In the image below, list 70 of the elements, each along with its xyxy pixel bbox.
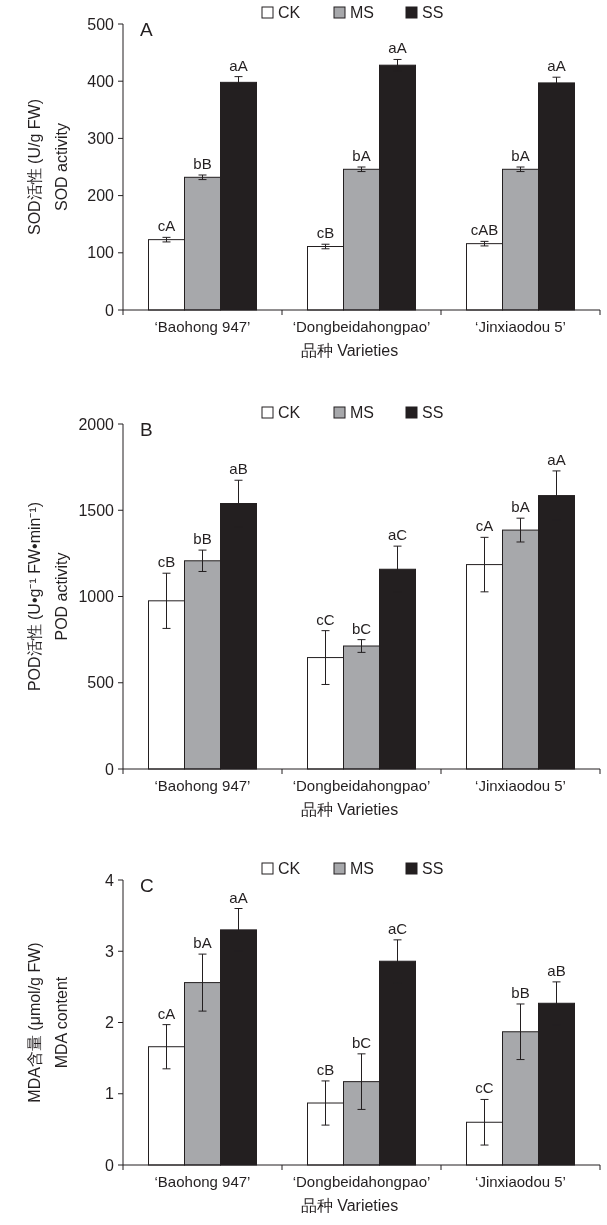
data-label: aB bbox=[229, 460, 248, 478]
legend-label: CK bbox=[278, 3, 301, 21]
y-tick-label: 3 bbox=[105, 942, 115, 960]
x-tick-label: ‘Dongbeidahongpao’ bbox=[292, 318, 431, 335]
y-tick-label: 1 bbox=[105, 1085, 115, 1103]
legend-label: MS bbox=[350, 403, 374, 421]
legend-label: CK bbox=[278, 403, 301, 421]
x-axis-title: 品种 Varieties bbox=[300, 342, 399, 359]
data-label: bA bbox=[511, 147, 530, 164]
y-tick-label: 0 bbox=[105, 301, 115, 319]
y-tick-label: 0 bbox=[105, 760, 115, 778]
data-label: cC bbox=[475, 1079, 494, 1097]
data-label: bA bbox=[193, 934, 212, 952]
data-label: bA bbox=[352, 147, 371, 164]
data-label: cA bbox=[157, 217, 176, 235]
data-label: aB bbox=[547, 961, 566, 979]
chart-title: A bbox=[140, 19, 153, 40]
legend-label: SS bbox=[422, 3, 444, 21]
x-axis-title: 品种 Varieties bbox=[300, 801, 399, 818]
y-tick-label: 300 bbox=[87, 130, 115, 147]
data-label: aC bbox=[387, 919, 408, 937]
legend-label: SS bbox=[422, 859, 444, 877]
x-tick-label: ‘Baohong 947’ bbox=[154, 1173, 251, 1190]
data-label: cC bbox=[316, 610, 335, 628]
data-label: aA bbox=[547, 450, 566, 468]
data-label: aA bbox=[229, 888, 248, 906]
y-axis-title: POD活性 (U•g⁻¹ FW•min⁻¹) POD activity bbox=[26, 501, 70, 692]
y-tick-label: 4 bbox=[105, 871, 115, 889]
legend-label: SS bbox=[422, 403, 444, 421]
legend-label: MS bbox=[350, 3, 374, 21]
y-tick-label: 2000 bbox=[78, 415, 115, 433]
data-label: bB bbox=[193, 155, 212, 173]
y-tick-label: 500 bbox=[87, 674, 115, 692]
legend-label: MS bbox=[350, 859, 374, 877]
y-tick-label: 100 bbox=[87, 244, 115, 262]
x-axis-title: 品种 Varieties bbox=[300, 1197, 399, 1214]
legend-label: CK bbox=[278, 859, 301, 877]
y-tick-label: 400 bbox=[87, 72, 115, 90]
data-label: bC bbox=[351, 1033, 372, 1051]
data-label: cB bbox=[316, 224, 335, 242]
x-tick-label: ‘Dongbeidahongpao’ bbox=[292, 1173, 431, 1190]
data-label: cAB bbox=[470, 221, 499, 239]
data-label: bB bbox=[511, 983, 530, 1001]
y-tick-label: 500 bbox=[87, 15, 115, 33]
y-axis-title: SOD活性 (U/g FW) SOD activity bbox=[26, 99, 70, 235]
x-tick-label: ‘Baohong 947’ bbox=[154, 318, 251, 335]
data-label: cA bbox=[475, 517, 494, 535]
y-tick-label: 1500 bbox=[78, 501, 115, 519]
data-label: aC bbox=[387, 526, 408, 544]
data-label: bA bbox=[511, 498, 530, 516]
y-tick-label: 1000 bbox=[78, 588, 115, 606]
data-label: cB bbox=[316, 1060, 335, 1078]
data-label: cB bbox=[157, 553, 176, 571]
data-label: aA bbox=[388, 39, 407, 57]
x-tick-label: ‘Jinxiaodou 5’ bbox=[475, 1173, 566, 1190]
y-tick-label: 2 bbox=[105, 1014, 115, 1032]
y-tick-label: 200 bbox=[87, 187, 115, 205]
data-label: bB bbox=[193, 530, 212, 548]
y-tick-label: 0 bbox=[105, 1156, 115, 1174]
data-label: bC bbox=[351, 619, 372, 637]
data-label: aA bbox=[547, 57, 566, 75]
x-tick-label: ‘Jinxiaodou 5’ bbox=[475, 318, 566, 335]
x-tick-label: ‘Baohong 947’ bbox=[154, 777, 251, 794]
x-tick-label: ‘Dongbeidahongpao’ bbox=[292, 777, 431, 794]
y-axis-title: MDA含量 (μmol/g FW) MDA content bbox=[26, 942, 70, 1103]
x-tick-label: ‘Jinxiaodou 5’ bbox=[475, 777, 566, 794]
data-label: aA bbox=[229, 56, 248, 74]
chart-title: C bbox=[140, 875, 154, 896]
chart-title: B bbox=[140, 419, 153, 440]
data-label: cA bbox=[157, 1004, 176, 1022]
